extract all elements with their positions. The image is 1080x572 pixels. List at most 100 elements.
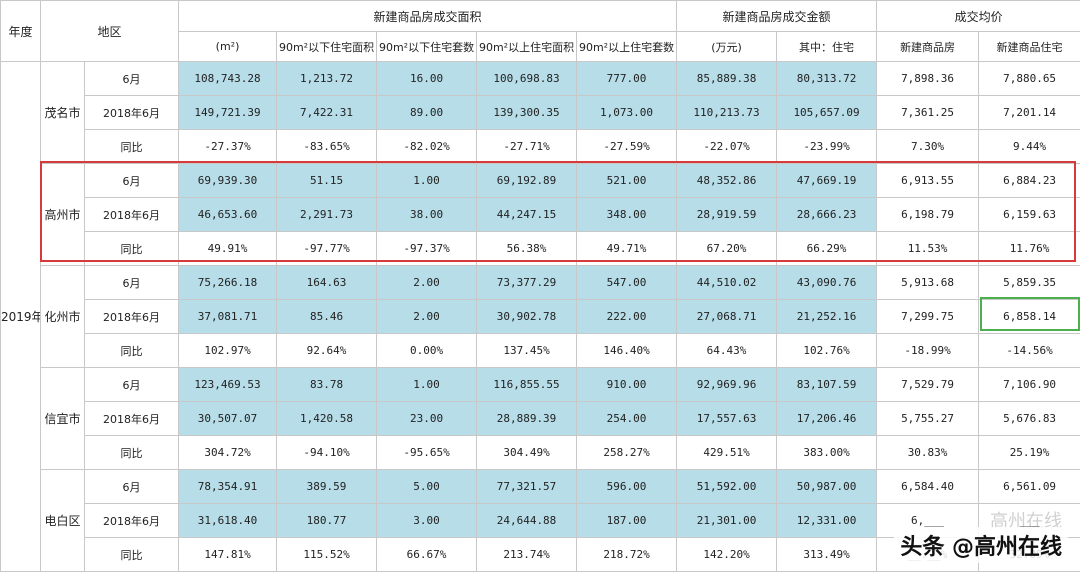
value-cell[interactable]: 12,331.00 xyxy=(777,504,877,538)
value-cell[interactable]: 108,743.28 xyxy=(179,62,277,96)
value-cell[interactable]: 521.00 xyxy=(577,164,677,198)
value-cell[interactable]: 77,321.57 xyxy=(477,470,577,504)
value-cell[interactable]: 7,422.31 xyxy=(277,96,377,130)
value-cell[interactable]: 2.00 xyxy=(377,266,477,300)
value-cell[interactable]: 17,557.63 xyxy=(677,402,777,436)
value-cell[interactable]: -22.07% xyxy=(677,130,777,164)
value-cell[interactable]: 17,206.46 xyxy=(777,402,877,436)
region-cell[interactable]: 高州市 xyxy=(41,164,85,266)
value-cell[interactable]: 100,698.83 xyxy=(477,62,577,96)
period-label-cell[interactable]: 2018年6月 xyxy=(85,504,179,538)
period-label-cell[interactable]: 同比 xyxy=(85,538,179,572)
value-cell[interactable]: 30,507.07 xyxy=(179,402,277,436)
period-label-cell[interactable]: 2018年6月 xyxy=(85,300,179,334)
value-cell[interactable]: 5,913.68 xyxy=(877,266,979,300)
value-cell[interactable]: 11.76% xyxy=(979,232,1080,266)
value-cell[interactable]: 7,201.14 xyxy=(979,96,1080,130)
value-cell[interactable]: 7,880.65 xyxy=(979,62,1080,96)
col-header[interactable]: 90m²以下住宅面积 xyxy=(277,32,377,62)
period-label-cell[interactable]: 2018年6月 xyxy=(85,402,179,436)
value-cell[interactable]: -97.77% xyxy=(277,232,377,266)
value-cell[interactable]: 5,755.27 xyxy=(877,402,979,436)
value-cell[interactable]: 596.00 xyxy=(577,470,677,504)
value-cell[interactable]: 1,213.72 xyxy=(277,62,377,96)
value-cell[interactable]: 258.27% xyxy=(577,436,677,470)
value-cell[interactable]: 37,081.71 xyxy=(179,300,277,334)
value-cell[interactable]: 1.00 xyxy=(377,164,477,198)
value-cell[interactable]: 89.00 xyxy=(377,96,477,130)
value-cell[interactable]: 43,090.76 xyxy=(777,266,877,300)
value-cell[interactable]: 304.49% xyxy=(477,436,577,470)
value-cell[interactable]: 92,969.96 xyxy=(677,368,777,402)
value-cell[interactable]: 1.00 xyxy=(377,368,477,402)
period-label-cell[interactable]: 6月 xyxy=(85,470,179,504)
value-cell[interactable]: 116,855.55 xyxy=(477,368,577,402)
value-cell[interactable]: -83.65% xyxy=(277,130,377,164)
value-cell[interactable]: 777.00 xyxy=(577,62,677,96)
value-cell[interactable]: -97.37% xyxy=(377,232,477,266)
value-cell[interactable]: 28,919.59 xyxy=(677,198,777,232)
value-cell[interactable]: 69,192.89 xyxy=(477,164,577,198)
value-cell[interactable]: -27.71% xyxy=(477,130,577,164)
value-cell[interactable]: 66.67% xyxy=(377,538,477,572)
amount-group-header[interactable]: 新建商品房成交金额 xyxy=(677,1,877,32)
value-cell[interactable]: 66.29% xyxy=(777,232,877,266)
value-cell[interactable]: 254.00 xyxy=(577,402,677,436)
region-cell[interactable]: 电白区 xyxy=(41,470,85,572)
period-label-cell[interactable]: 2018年6月 xyxy=(85,96,179,130)
area-group-header[interactable]: 新建商品房成交面积 xyxy=(179,1,677,32)
value-cell[interactable]: 75,266.18 xyxy=(179,266,277,300)
value-cell[interactable]: 28,666.23 xyxy=(777,198,877,232)
value-cell[interactable]: 218.72% xyxy=(577,538,677,572)
value-cell[interactable]: 51.15 xyxy=(277,164,377,198)
value-cell[interactable]: 213.74% xyxy=(477,538,577,572)
value-cell[interactable]: 46,653.60 xyxy=(179,198,277,232)
value-cell[interactable]: 48,352.86 xyxy=(677,164,777,198)
col-header[interactable]: 新建商品住宅 xyxy=(979,32,1080,62)
year-cell[interactable]: 2019年 xyxy=(1,62,41,572)
value-cell[interactable]: 1,420.58 xyxy=(277,402,377,436)
value-cell[interactable]: 149,721.39 xyxy=(179,96,277,130)
value-cell[interactable]: 6,198.79 xyxy=(877,198,979,232)
value-cell[interactable]: 7,361.25 xyxy=(877,96,979,130)
value-cell[interactable]: 5.00 xyxy=(377,470,477,504)
value-cell[interactable]: 24,644.88 xyxy=(477,504,577,538)
period-label-cell[interactable]: 同比 xyxy=(85,334,179,368)
value-cell[interactable]: 910.00 xyxy=(577,368,677,402)
col-header[interactable]: 90m²以上住宅套数 xyxy=(577,32,677,62)
col-header[interactable]: 新建商品房 xyxy=(877,32,979,62)
value-cell[interactable]: 7,529.79 xyxy=(877,368,979,402)
value-cell[interactable]: 7,299.75 xyxy=(877,300,979,334)
value-cell[interactable]: 7,106.90 xyxy=(979,368,1080,402)
region-cell[interactable]: 信宜市 xyxy=(41,368,85,470)
period-label-cell[interactable]: 6月 xyxy=(85,368,179,402)
value-cell[interactable]: 30.83% xyxy=(877,436,979,470)
col-header[interactable]: 90m²以下住宅套数 xyxy=(377,32,477,62)
value-cell[interactable]: 7,898.36 xyxy=(877,62,979,96)
value-cell[interactable]: 25.19% xyxy=(979,436,1080,470)
value-cell[interactable]: 28,889.39 xyxy=(477,402,577,436)
value-cell[interactable]: 1,073.00 xyxy=(577,96,677,130)
value-cell[interactable]: 51,592.00 xyxy=(677,470,777,504)
period-label-cell[interactable]: 6月 xyxy=(85,164,179,198)
value-cell[interactable]: 6,561.09 xyxy=(979,470,1080,504)
value-cell[interactable]: 313.49% xyxy=(777,538,877,572)
value-cell[interactable]: 6,884.23 xyxy=(979,164,1080,198)
value-cell[interactable]: 5,859.35 xyxy=(979,266,1080,300)
value-cell[interactable]: 383.00% xyxy=(777,436,877,470)
value-cell[interactable]: 85.46 xyxy=(277,300,377,334)
value-cell[interactable]: 139,300.35 xyxy=(477,96,577,130)
value-cell[interactable]: 31,618.40 xyxy=(179,504,277,538)
value-cell[interactable]: 64.43% xyxy=(677,334,777,368)
value-cell[interactable]: 23.00 xyxy=(377,402,477,436)
value-cell[interactable]: 49.71% xyxy=(577,232,677,266)
region-cell[interactable]: 化州市 xyxy=(41,266,85,368)
value-cell[interactable]: 2,291.73 xyxy=(277,198,377,232)
value-cell[interactable]: 187.00 xyxy=(577,504,677,538)
value-cell[interactable]: 50,987.00 xyxy=(777,470,877,504)
value-cell[interactable]: 16.00 xyxy=(377,62,477,96)
value-cell[interactable]: 69,939.30 xyxy=(179,164,277,198)
value-cell[interactable]: 44,510.02 xyxy=(677,266,777,300)
value-cell[interactable]: -27.37% xyxy=(179,130,277,164)
value-cell[interactable]: 6,159.63 xyxy=(979,198,1080,232)
